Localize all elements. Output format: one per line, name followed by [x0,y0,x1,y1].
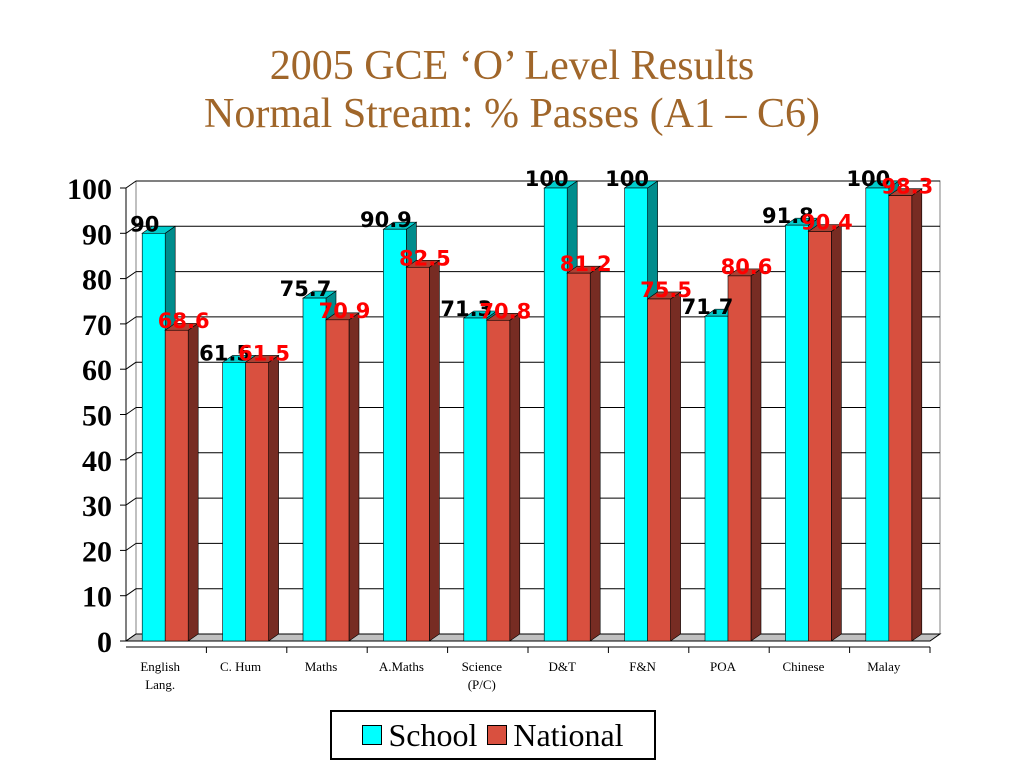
y-tick-label: 40 [82,445,112,478]
x-tick-label: (P/C) [468,677,496,692]
gridline-diagonal [125,588,137,597]
gridline-diagonal [125,497,137,506]
school-bar [865,187,890,642]
y-tick-label: 90 [82,218,112,251]
national-data-label: 80.6 [721,255,773,279]
gridline-diagonal [125,407,137,415]
school-data-label: 100 [846,167,890,191]
national-bar [566,272,591,642]
gridline-diagonal [125,361,137,370]
chart-title-line-2: Normal Stream: % Passes (A1 – C6) [204,91,820,137]
legend-swatch-school [362,725,383,745]
school-data-label: 91.8 [762,204,814,228]
national-bar-side [831,223,842,642]
school-bar [141,233,166,642]
school-data-label: 61.5 [199,341,251,365]
national-bar-side [348,312,360,642]
x-tick-label: English [140,659,180,674]
national-data-label: 98.3 [881,175,933,199]
school-bar [383,228,407,642]
national-bar [808,231,832,642]
x-tick-label: C. Hum [220,659,261,674]
y-tick-label: 20 [82,535,112,568]
school-data-label: 100 [525,167,569,191]
national-data-label: 61.5 [238,341,290,365]
national-data-label: 75.5 [640,278,692,302]
x-tick-label: Malay [867,659,901,674]
school-data-label: 90.9 [360,208,412,232]
chart-title: 2005 GCE ‘O’ Level Results Normal Stream… [0,42,1024,138]
x-tick-label: F&N [629,659,656,674]
school-bar [463,317,488,642]
national-bar [647,298,671,642]
national-bar [245,362,269,642]
national-bar-side [187,322,199,642]
y-tick-label: 30 [82,490,112,523]
national-data-label: 68.6 [158,309,210,333]
national-bar [325,319,350,642]
y-tick-label: 70 [82,309,112,342]
national-bar [164,329,189,642]
school-data-label: 100 [605,167,649,191]
gridline-diagonal [125,225,137,234]
gridline-diagonal [125,180,137,189]
school-data-label: 71.7 [682,295,734,319]
national-bar [406,266,430,642]
y-tick-label: 80 [82,264,112,297]
x-tick-label: A.Maths [379,659,424,674]
school-bar [624,187,648,642]
gridline-diagonal [125,271,137,280]
national-bar [486,319,511,642]
x-tick-label: Science [462,659,503,674]
x-tick-label: Maths [305,659,338,674]
x-tick-label: D&T [548,659,576,674]
gridline-diagonal [125,316,137,325]
x-tick-label: POA [710,659,737,674]
national-data-label: 70.9 [319,299,371,323]
national-bar-side [750,268,762,642]
legend-item-national: National [487,716,624,754]
national-data-label: 81.2 [560,252,612,276]
y-tick-label: 0 [97,626,112,659]
national-bar-side [268,354,279,642]
national-data-label: 70.8 [479,299,531,323]
x-tick-label: Lang. [145,677,175,692]
legend-label-national: National [513,716,624,753]
national-data-label: 90.4 [801,210,853,234]
national-bar-side [509,312,521,642]
y-tick-label: 10 [82,581,112,614]
y-tick-label: 50 [82,400,112,433]
legend-label-school: School [388,716,478,753]
national-bar [727,275,752,642]
school-data-label: 90 [130,212,159,236]
national-bar-side [911,188,923,642]
school-bar [222,362,246,642]
school-bar [302,297,327,642]
y-tick-label: 60 [82,354,112,387]
national-data-label: 82.5 [399,246,451,270]
national-bar-side [670,291,681,642]
national-bar-side [589,265,601,642]
school-data-label: 71.3 [440,297,492,321]
school-bar [704,315,729,642]
school-bar [785,224,809,642]
school-data-label: 75.7 [280,277,332,301]
chart-title-line-1: 2005 GCE ‘O’ Level Results [269,43,755,89]
gridline-diagonal [125,452,137,461]
legend-item-school: School [362,717,477,754]
national-bar-side [429,259,440,642]
y-tick-label: 100 [67,173,112,206]
bar-chart: 0 10 20 30 40 50 60 70 80 90 100 English Lang. C. Hum… [67,167,942,692]
chart-legend: School National [330,710,656,760]
x-tick-label: Chinese [782,659,824,674]
gridline-diagonal [125,542,137,551]
legend-swatch-national [487,725,508,745]
national-bar [888,195,913,642]
